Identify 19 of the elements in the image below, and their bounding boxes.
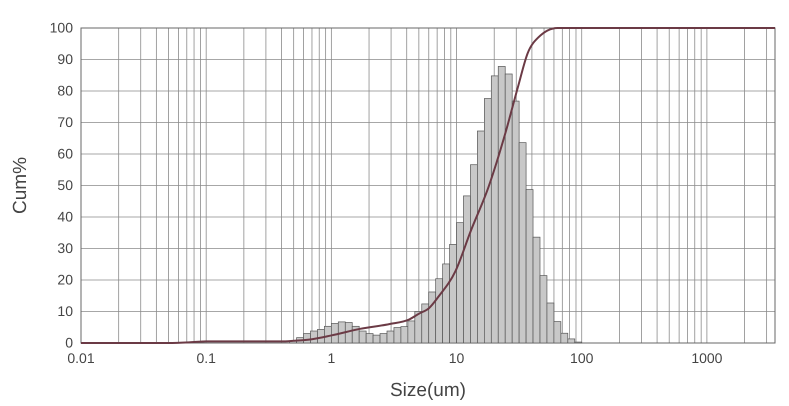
y-tick-label: 50 [57,176,74,193]
y-tick-label: 30 [57,240,74,256]
x-tick-label: 100 [570,350,594,366]
y-tick-label: 70 [57,114,74,130]
y-tick-label: 60 [57,145,74,162]
x-axis-title: Size(um) [390,380,466,401]
x-tick-label: 1000 [691,350,723,366]
y-tick-label: 40 [57,208,74,224]
y-tick-label: 90 [57,50,74,67]
y-tick-label: 100 [50,19,74,36]
y-tick-label: 10 [57,302,74,319]
x-tick-label: 0.1 [196,350,216,366]
x-tick-label: 0.01 [67,350,95,366]
y-tick-label: 20 [57,271,74,288]
y-tick-label: 0 [65,334,74,350]
y-tick-label: 80 [57,82,74,98]
x-tick-label: 10 [448,350,465,366]
x-tick-label: 1 [327,350,336,366]
y-axis-title: Cum% [10,156,31,214]
